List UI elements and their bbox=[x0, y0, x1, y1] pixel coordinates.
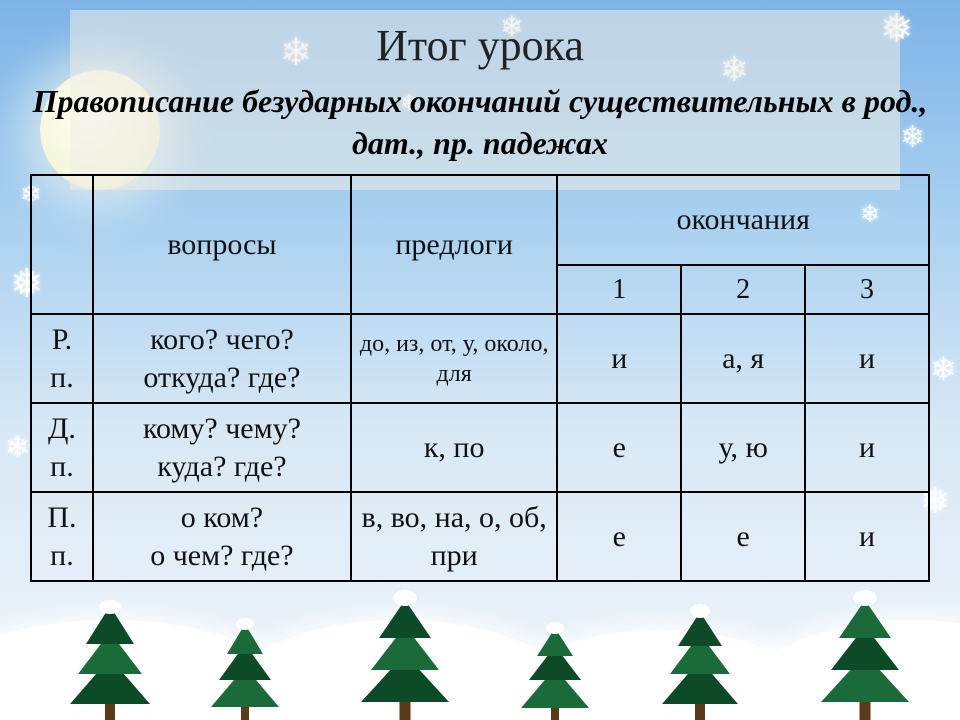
q-top: кому? чему? bbox=[143, 412, 301, 445]
case-bot: п. bbox=[50, 450, 74, 483]
questions-cell: кому? чему? куда? где? bbox=[93, 403, 351, 492]
header-empty bbox=[31, 175, 93, 314]
questions-cell: о ком? о чем? где? bbox=[93, 492, 351, 581]
case-label: Д. п. bbox=[31, 403, 93, 492]
ending-2: а, я bbox=[681, 314, 805, 403]
header-endings: окончания bbox=[557, 175, 929, 265]
prepositions-cell: к, по bbox=[351, 403, 557, 492]
case-top: Д. bbox=[48, 412, 76, 445]
table-row: Р. п. кого? чего? откуда? где? до, из, о… bbox=[31, 314, 929, 403]
pine-tree bbox=[520, 605, 590, 720]
q-bot: откуда? где? bbox=[143, 361, 300, 394]
ending-1: е bbox=[557, 492, 681, 581]
case-label: Р. п. bbox=[31, 314, 93, 403]
slide-title: Итог урока bbox=[30, 20, 930, 71]
questions-cell: кого? чего? откуда? где? bbox=[93, 314, 351, 403]
snowflake-icon: ❄ bbox=[930, 350, 957, 388]
header-prepositions: предлоги bbox=[351, 175, 557, 314]
case-top: П. bbox=[47, 501, 76, 534]
case-bot: п. bbox=[50, 539, 74, 572]
ending-3: и bbox=[805, 314, 929, 403]
prepositions-cell: в, во, на, о, об, при bbox=[351, 492, 557, 581]
q-bot: о чем? где? bbox=[150, 539, 293, 572]
ending-3: и bbox=[805, 492, 929, 581]
prepositions-cell: до, из, от, у, около, для bbox=[351, 314, 557, 403]
ending-2: е bbox=[681, 492, 805, 581]
table-row: Д. п. кому? чему? куда? где? к, по е у, … bbox=[31, 403, 929, 492]
ending-2: у, ю bbox=[681, 403, 805, 492]
q-bot: куда? где? bbox=[157, 450, 286, 483]
table-header-row: вопросы предлоги окончания bbox=[31, 175, 929, 265]
subheader-1: 1 bbox=[557, 265, 681, 314]
slide-content: Итог урока Правописание безударных оконч… bbox=[30, 20, 930, 582]
table-row: П. п. о ком? о чем? где? в, во, на, о, о… bbox=[31, 492, 929, 581]
case-top: Р. bbox=[52, 323, 72, 356]
ending-1: е bbox=[557, 403, 681, 492]
pine-tree bbox=[210, 600, 280, 720]
pine-tree bbox=[70, 580, 150, 720]
header-questions: вопросы bbox=[93, 175, 351, 314]
case-label: П. п. bbox=[31, 492, 93, 581]
pine-tree bbox=[660, 585, 740, 720]
case-bot: п. bbox=[50, 361, 74, 394]
slide-subtitle: Правописание безударных окончаний сущест… bbox=[30, 81, 930, 164]
q-top: кого? чего? bbox=[150, 323, 294, 356]
pine-tree bbox=[820, 570, 910, 720]
snowflake-icon: ❄ bbox=[5, 430, 30, 465]
pine-tree bbox=[360, 570, 450, 720]
q-top: о ком? bbox=[181, 501, 263, 534]
ending-1: и bbox=[557, 314, 681, 403]
subheader-2: 2 bbox=[681, 265, 805, 314]
grammar-table: вопросы предлоги окончания 1 2 3 Р. п. к… bbox=[30, 174, 930, 582]
subheader-3: 3 bbox=[805, 265, 929, 314]
ending-3: и bbox=[805, 403, 929, 492]
